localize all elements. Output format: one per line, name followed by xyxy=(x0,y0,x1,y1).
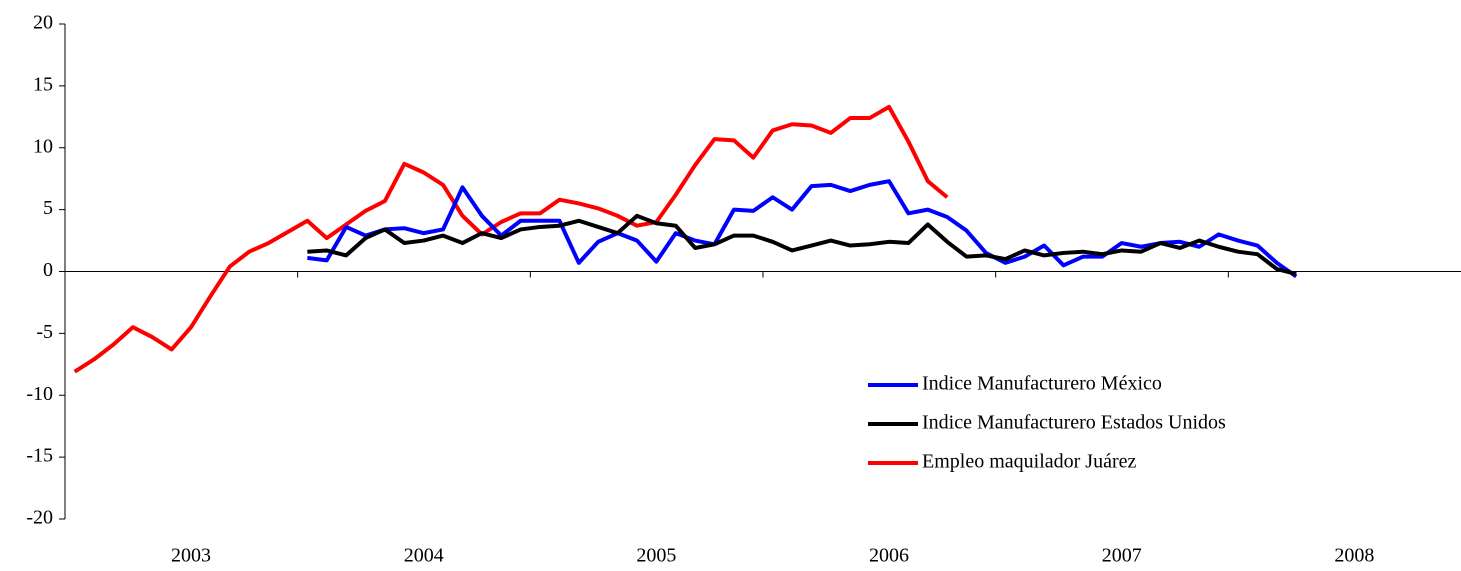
y-tick-label: 15 xyxy=(33,73,53,95)
series-line xyxy=(307,179,1298,279)
legend-label: Indice Manufacturero Estados Unidos xyxy=(922,412,1226,434)
x-tick-label: 2003 xyxy=(171,545,211,567)
y-tick-label: 5 xyxy=(43,197,53,219)
x-tick-label: 2006 xyxy=(869,545,909,567)
x-tick-label: 2007 xyxy=(1102,545,1142,567)
y-tick-label: -20 xyxy=(26,507,53,529)
y-tick-label: 20 xyxy=(33,12,53,34)
y-tick-label: 10 xyxy=(33,135,53,157)
y-tick-label: 0 xyxy=(43,259,53,281)
series-line xyxy=(307,213,1297,276)
series-line xyxy=(73,104,949,374)
y-tick-label: -10 xyxy=(26,383,53,405)
x-tick-label: 2005 xyxy=(636,545,676,567)
y-tick-label: -15 xyxy=(26,445,53,467)
legend-label: Empleo maquilador Juárez xyxy=(922,451,1136,473)
x-tick-label: 2004 xyxy=(404,545,444,567)
legend-label: Indice Manufacturero México xyxy=(922,373,1162,395)
x-tick-label: 2008 xyxy=(1334,545,1374,567)
y-tick-label: -5 xyxy=(36,321,53,343)
